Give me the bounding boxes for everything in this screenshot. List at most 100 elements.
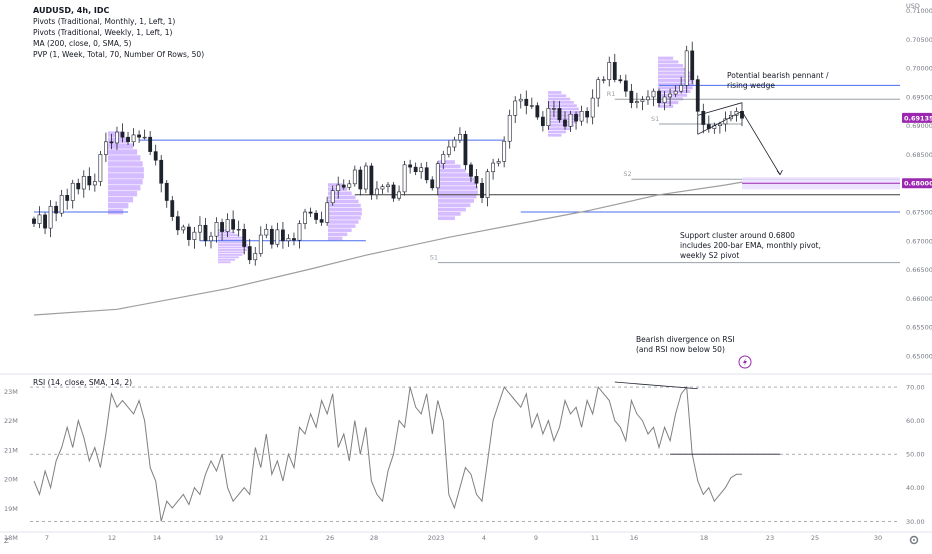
volume-profile-row xyxy=(438,160,455,164)
y-tick-label: 0.67000 xyxy=(906,237,932,245)
candle-body xyxy=(485,171,490,198)
candle-body xyxy=(518,98,523,102)
candle-body xyxy=(380,186,385,190)
indicator-label: PVP (1, Week, Total, 70, Number Of Rows,… xyxy=(33,50,204,59)
candle-body xyxy=(607,62,612,80)
candle-body xyxy=(126,136,130,143)
rsi-divergence-line xyxy=(614,381,698,390)
candle-body xyxy=(430,179,435,189)
candle-body xyxy=(585,111,590,118)
support-line-1: Support cluster around 0.6800 xyxy=(680,231,795,240)
x-tick-label: 9 xyxy=(534,534,538,542)
x-tick-label: 23 xyxy=(766,534,774,542)
volume-profile-row xyxy=(218,236,243,239)
candle-body xyxy=(164,182,169,201)
candle-body xyxy=(740,111,744,119)
candle-body xyxy=(43,214,47,229)
x-tick-label: 30 xyxy=(874,534,882,542)
volume-tick-label: 21M xyxy=(4,446,18,454)
candle-body xyxy=(137,134,141,138)
candle-body xyxy=(629,90,634,103)
volume-tick-label: 22M xyxy=(4,417,18,425)
candle-body xyxy=(120,131,125,138)
volume-profile-row xyxy=(218,251,246,254)
volume-profile-row xyxy=(218,256,239,259)
candle-body xyxy=(292,238,296,241)
candle-body xyxy=(109,141,114,144)
volume-profile-row xyxy=(548,117,579,121)
volume-profile-row xyxy=(548,127,571,131)
candle-body xyxy=(723,118,728,125)
volume-profile-row xyxy=(658,104,674,108)
volume-profile-row xyxy=(658,82,694,86)
lightning-icon[interactable] xyxy=(738,355,752,369)
candle-body xyxy=(81,176,86,190)
y-tick-label: 0.68500 xyxy=(906,151,932,159)
candle-body xyxy=(435,163,440,189)
volume-profile-row xyxy=(218,234,239,237)
candle-body xyxy=(673,90,678,95)
volume-profile-row xyxy=(658,67,688,71)
volume-profile-row xyxy=(218,241,247,244)
volume-profile-row xyxy=(658,64,684,68)
annotations: Potential bearish pennant / rising wedge… xyxy=(33,71,829,387)
candle-body xyxy=(413,166,418,173)
volume-profile-row xyxy=(438,212,461,216)
volume-profile-row xyxy=(108,179,143,185)
candle-body xyxy=(286,238,291,242)
ma-200-line xyxy=(33,181,743,316)
pivot-label: S1 xyxy=(430,254,438,262)
y-tick-label: 0.67500 xyxy=(906,209,932,217)
candle-body xyxy=(314,212,318,220)
y-tick-label: 0.70000 xyxy=(906,65,932,73)
volume-profile-row xyxy=(328,195,356,200)
volume-profile-row xyxy=(108,202,129,209)
volume-profile-row xyxy=(438,173,471,177)
candle-body xyxy=(159,159,164,184)
candle-body xyxy=(181,226,186,231)
volume-profile-row xyxy=(218,246,248,249)
x-tick-label: 19 xyxy=(215,534,223,542)
candle-body xyxy=(612,62,617,80)
volume-profile-row xyxy=(658,56,674,60)
x-tick-label: 11 xyxy=(591,534,599,542)
candle-body xyxy=(386,184,390,187)
candle-body xyxy=(474,176,479,184)
candle-body xyxy=(59,195,64,214)
volume-profile-row xyxy=(218,231,235,234)
chart-header: AUDUSD, 4h, IDC Pivots (Traditional, Mon… xyxy=(33,6,204,59)
candle-body xyxy=(303,211,307,224)
candle-body xyxy=(391,184,396,199)
volume-profile-row xyxy=(548,91,562,94)
volume-profile-row xyxy=(548,120,577,124)
x-axis: 7 12 14 19 21 26 28 2023 4 9 11 16 18 23 25 30 xyxy=(45,534,882,542)
volume-profile-row xyxy=(218,244,248,246)
candle-body xyxy=(209,235,213,242)
x-tick-label: 25 xyxy=(811,534,819,542)
candle-body xyxy=(203,224,208,242)
y-tick-label: 0.65000 xyxy=(906,352,932,360)
y-tick-label: 0.69000 xyxy=(906,122,932,130)
candle-body xyxy=(220,222,224,232)
volume-profile-row xyxy=(108,197,134,203)
candle-body xyxy=(623,80,628,92)
volume-profile-row xyxy=(548,130,567,134)
y-unit-label: USD xyxy=(906,2,920,10)
candle-body xyxy=(131,134,136,143)
volume-profile-row xyxy=(218,253,243,256)
bottom-left-label: Z xyxy=(4,537,9,545)
volume-profile-row xyxy=(548,110,580,114)
volume-profile-row xyxy=(658,93,688,97)
symbol-title: AUDUSD, 4h, IDC xyxy=(33,6,110,15)
settings-gear-icon[interactable] xyxy=(909,535,919,545)
candle-body xyxy=(70,182,75,201)
candle-body xyxy=(253,253,258,261)
candle-body xyxy=(579,111,584,122)
pivot-label: S1 xyxy=(651,115,659,123)
price-panel: USD0.710000.705000.700000.695000.690000.… xyxy=(0,2,932,375)
candle-body xyxy=(247,246,252,261)
wedge-lower-line xyxy=(697,110,743,135)
volume-profile-row xyxy=(218,261,231,264)
indicator-label: MA (200, close, 0, SMA, 5) xyxy=(33,39,132,48)
